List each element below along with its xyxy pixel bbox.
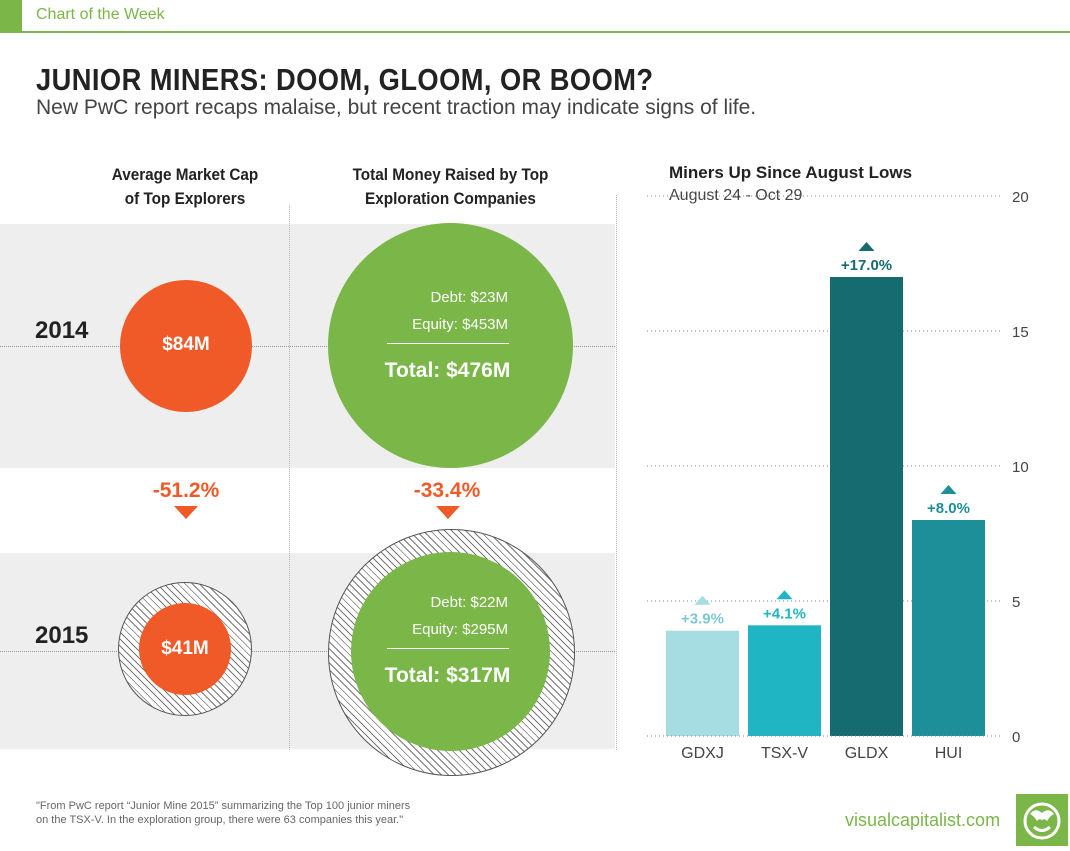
- year-line-2014: [0, 346, 615, 347]
- bar: [912, 520, 985, 736]
- up-arrow-icon: [940, 485, 957, 494]
- market-cap-2014-value: $84M: [162, 334, 210, 355]
- money-raised-2015-debt: Debt: $22M: [430, 594, 508, 611]
- column-divider-1: [289, 205, 290, 750]
- money-raised-change: -33.4%: [413, 479, 481, 502]
- y-tick-label: 0: [1012, 729, 1020, 746]
- money-raised-2014-equity: Equity: $453M: [412, 316, 508, 333]
- market-cap-2015-value: $41M: [161, 638, 209, 659]
- money-raised-2014-total: Total: $476M: [384, 359, 511, 382]
- year-label-2015: 2015: [35, 622, 95, 650]
- money-raised-2015-rule: [387, 648, 509, 649]
- up-arrow-icon: [694, 595, 711, 605]
- y-tick-label: 15: [1012, 324, 1029, 341]
- up-arrow-icon: [776, 590, 793, 600]
- money-raised-heading: Total Money Raised by Top Exploration Co…: [331, 163, 570, 211]
- y-tick-label: 10: [1012, 459, 1029, 476]
- footnote: "From PwC report “Junior Mine 2015” summ…: [36, 799, 410, 827]
- page-subtitle: New PwC report recaps malaise, but recen…: [36, 96, 757, 119]
- year-line-2015: [0, 651, 615, 652]
- up-arrow-icon: [858, 242, 875, 251]
- brand-url[interactable]: visualcapitalist.com: [845, 810, 1001, 830]
- x-tick-label: TSX-V: [761, 745, 808, 762]
- bar: [830, 277, 903, 736]
- bar-value-label: +4.1%: [763, 605, 806, 622]
- money-raised-2015-circle: [351, 552, 550, 751]
- column-divider-2: [616, 195, 617, 750]
- x-tick-label: GLDX: [845, 745, 889, 762]
- header-rule: [0, 31, 1070, 33]
- money-raised-heading-line2: Exploration Companies: [365, 189, 536, 208]
- money-raised-2015-equity: Equity: $295M: [412, 621, 508, 638]
- market-cap-heading-line2: of Top Explorers: [124, 189, 246, 208]
- money-raised-2014-rule: [387, 343, 509, 344]
- market-cap-change: -51.2%: [152, 479, 220, 502]
- footnote-line2: on the TSX-V. In the exploration group, …: [36, 814, 404, 826]
- year-label-2014: 2014: [35, 317, 95, 345]
- x-tick-label: GDXJ: [681, 745, 724, 762]
- header-accent-tab: [0, 0, 22, 31]
- y-tick-label: 20: [1012, 189, 1029, 206]
- market-cap-2014-circle: $84M: [120, 280, 252, 412]
- page-title: JUNIOR MINERS: DOOM, GLOOM, OR BOOM?: [36, 62, 654, 97]
- x-tick-label: HUI: [935, 745, 963, 762]
- bar-value-label: +3.9%: [681, 611, 724, 628]
- money-raised-down-arrow-icon: [436, 506, 460, 519]
- bar: [748, 625, 821, 736]
- chart-of-week-label: Chart of the Week: [36, 6, 165, 23]
- visual-capitalist-logo-icon[interactable]: [1016, 794, 1068, 846]
- market-cap-2015-circle: $41M: [139, 603, 231, 695]
- bar-chart: 0 5 10 15 20 +3.9% GDXJ +4.1% TSX-V +17.0% GLDX +8.…: [647, 189, 1029, 762]
- bar: [666, 630, 739, 736]
- bar-value-label: +8.0%: [927, 500, 970, 517]
- money-raised-2015-total: Total: $317M: [384, 664, 511, 687]
- market-cap-down-arrow-icon: [174, 506, 198, 519]
- money-raised-heading-line1: Total Money Raised by Top: [352, 165, 549, 184]
- money-raised-2014-circle: [328, 223, 573, 468]
- market-cap-heading-line1: Average Market Cap: [111, 165, 259, 184]
- bar-value-label: +17.0%: [841, 257, 892, 274]
- money-raised-2014-debt: Debt: $23M: [430, 289, 508, 306]
- y-tick-label: 5: [1012, 594, 1020, 611]
- market-cap-heading: Average Market Cap of Top Explorers: [100, 163, 271, 211]
- footnote-line1: "From PwC report “Junior Mine 2015” summ…: [36, 800, 411, 812]
- bar-chart-title: Miners Up Since August Lows: [669, 163, 913, 182]
